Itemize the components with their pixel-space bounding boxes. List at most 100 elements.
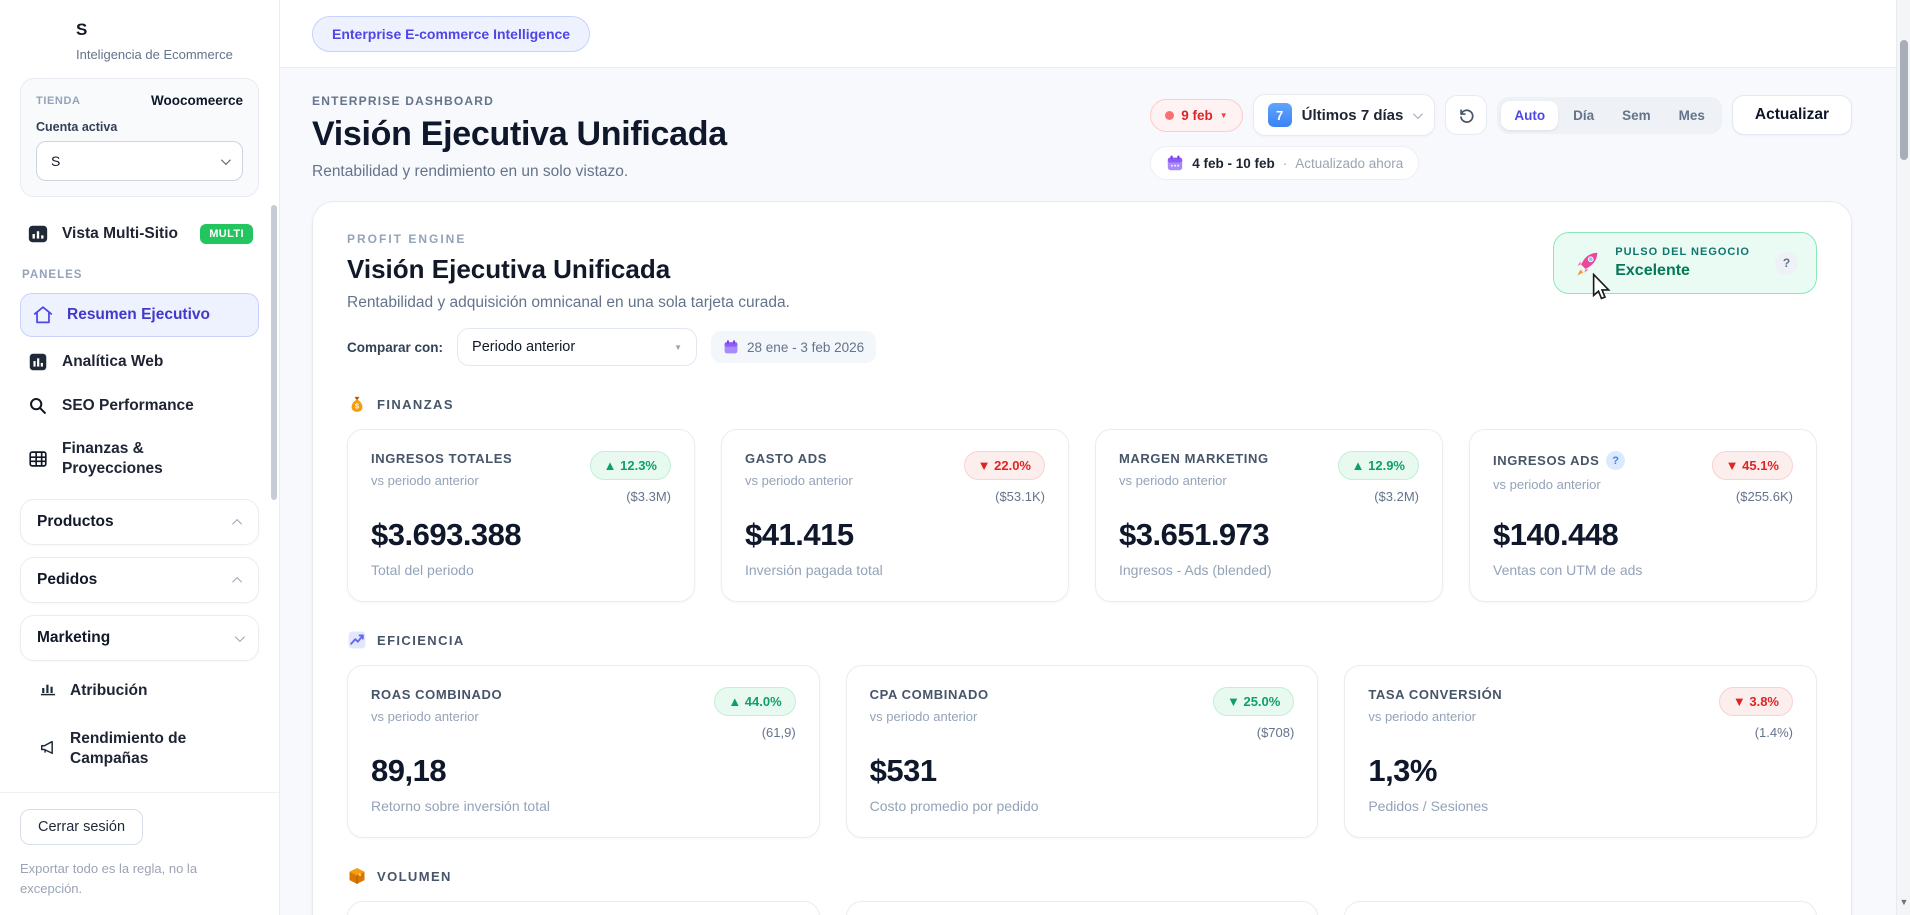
date-range-value: Últimos 7 días — [1301, 106, 1404, 124]
sidebar-item-label: Finanzas & Proyecciones — [62, 440, 163, 478]
kpi-caption: Ventas con UTM de ads — [1493, 562, 1643, 578]
chevron-up-icon — [232, 576, 243, 587]
scrollbar-down-arrow[interactable]: ▼ — [1899, 897, 1909, 907]
kpi-value: 1,3% — [1368, 753, 1437, 788]
period-pill: 4 feb - 10 feb · Actualizado ahora — [1150, 146, 1420, 180]
chevron-down-icon — [234, 631, 245, 642]
period-range: 4 feb - 10 feb — [1192, 155, 1275, 171]
help-icon[interactable]: ? — [1775, 251, 1798, 275]
table-icon — [26, 448, 50, 470]
section-finanzas: $ FINANZAS INGRESOS TOTALES vs periodo a… — [347, 394, 1817, 602]
sidebar-item-atribucion[interactable]: Atribución — [20, 669, 259, 712]
page-title-block: ENTERPRISE DASHBOARD Visión Ejecutiva Un… — [312, 94, 727, 181]
sidebar-item-label: Vista Multi-Sitio — [62, 224, 178, 242]
bar-chart-board-icon — [26, 351, 50, 373]
enterprise-badge[interactable]: Enterprise E-commerce Intelligence — [312, 15, 591, 52]
reset-button[interactable] — [1445, 95, 1488, 135]
account-select-value: S — [51, 153, 61, 169]
granularity-sem[interactable]: Sem — [1622, 107, 1651, 123]
kpi-card-ingresos-ads: INGRESOS ADS ? vs periodo anterior ▼ 45.… — [1469, 429, 1817, 602]
sidebar-item-label: SEO Performance — [62, 396, 194, 414]
help-icon[interactable]: ? — [1606, 451, 1626, 470]
kpi-title: INGRESOS TOTALES — [371, 451, 513, 466]
sidebar-item-resumen-ejecutivo[interactable]: Resumen Ejecutivo — [20, 293, 259, 337]
compare-select[interactable]: Periodo anterior ▼ — [457, 328, 698, 366]
kpi-previous-value: ($53.1K) — [995, 489, 1045, 504]
kpi-caption: Total del periodo — [371, 562, 474, 578]
section-title: FINANZAS — [377, 396, 454, 412]
chevron-down-icon — [1413, 108, 1424, 119]
caret-down-icon: ▼ — [1219, 110, 1228, 120]
header-controls: 9 feb ▼ 7 Últimos 7 días Auto Día — [1150, 94, 1852, 180]
period-row: 4 feb - 10 feb · Actualizado ahora — [1150, 146, 1420, 180]
top-strip: Enterprise E-commerce Intelligence — [280, 0, 1910, 68]
sidebar-item-finanzas-proyecciones[interactable]: Finanzas & Proyecciones — [20, 431, 259, 487]
kpi-value: $140.448 — [1493, 517, 1619, 552]
keycap-7-icon: 7 — [1267, 103, 1292, 127]
sidebar-item-multisite[interactable]: Vista Multi-Sitio MULTI — [20, 219, 259, 249]
sidebar-group-productos[interactable]: Productos — [20, 499, 259, 546]
granularity-mes[interactable]: Mes — [1678, 107, 1705, 123]
delta-badge: ▲ 44.0% — [714, 687, 796, 716]
kpi-card-gasto-ads: GASTO ADS vs periodo anterior ▼ 22.0% ($… — [721, 429, 1069, 602]
brand-tagline: Inteligencia de Ecommerce — [76, 47, 233, 62]
date-range-select[interactable]: 7 Últimos 7 días — [1252, 94, 1436, 136]
multi-badge: MULTI — [200, 224, 253, 244]
kpi-previous-value: ($3.3M) — [626, 489, 671, 504]
brand-name: S — [76, 20, 88, 39]
delta-badge: ▲ 12.9% — [1337, 451, 1419, 480]
store-label: TIENDA — [36, 94, 81, 107]
profit-eyebrow: PROFIT ENGINE — [347, 232, 467, 246]
kpi-previous-value: (1.4%) — [1754, 725, 1793, 740]
main-content: Enterprise E-commerce Intelligence ENTER… — [280, 0, 1910, 915]
store-box: TIENDA Woocomeerce Cuenta activa S — [20, 78, 259, 197]
kpi-title: TASA CONVERSIÓN — [1368, 687, 1503, 702]
kpi-previous-value: (61,9) — [761, 725, 796, 740]
alert-date-chip[interactable]: 9 feb ▼ — [1150, 98, 1243, 132]
page-subtitle: Rentabilidad y rendimiento en un solo vi… — [312, 163, 629, 180]
page-eyebrow: ENTERPRISE DASHBOARD — [312, 94, 495, 108]
business-pulse-badge: PULSO DEL NEGOCIO Excelente ? — [1553, 232, 1817, 294]
kpi-previous-value: ($255.6K) — [1735, 489, 1793, 504]
compare-select-value: Periodo anterior — [472, 339, 576, 355]
delta-badge: ▼ 45.1% — [1711, 451, 1793, 480]
chart-up-icon — [348, 631, 366, 649]
kpi-title-text: INGRESOS ADS — [1493, 453, 1600, 468]
kpi-title: MARGEN MARKETING — [1119, 451, 1269, 466]
logout-button[interactable]: Cerrar sesión — [20, 808, 144, 845]
scrollbar-thumb[interactable] — [1900, 40, 1908, 160]
kpi-caption: Retorno sobre inversión total — [371, 798, 550, 814]
update-button[interactable]: Actualizar — [1731, 95, 1852, 135]
divider — [0, 791, 279, 793]
group-label: Productos — [37, 513, 114, 531]
kpi-compare: vs periodo anterior — [1119, 473, 1227, 488]
profit-subtitle: Rentabilidad y adquisición omnicanal en … — [347, 294, 790, 311]
kpi-compare: vs periodo anterior — [869, 709, 978, 724]
account-select[interactable]: S — [36, 141, 243, 181]
sidebar-group-marketing[interactable]: Marketing — [20, 615, 259, 662]
page-scrollbar[interactable]: ▼ — [1896, 0, 1910, 915]
alert-dot-icon — [1165, 110, 1175, 120]
delta-badge: ▼ 25.0% — [1212, 687, 1295, 716]
svg-text:$: $ — [355, 401, 360, 410]
delta-badge: ▲ 12.3% — [589, 451, 671, 480]
granularity-auto[interactable]: Auto — [1501, 100, 1559, 130]
granularity-dia[interactable]: Día — [1573, 107, 1595, 123]
rocket-icon — [1577, 252, 1598, 276]
sidebar-item-seo-performance[interactable]: SEO Performance — [20, 387, 259, 425]
kpi-caption: Costo promedio por pedido — [869, 798, 1039, 814]
kpi-card-volumen-2 — [845, 901, 1319, 915]
kpi-value: $3.651.973 — [1119, 517, 1270, 552]
sidebar-group-pedidos[interactable]: Pedidos — [20, 557, 259, 604]
sidebar-item-rendimiento-campanas[interactable]: Rendimiento de Campañas — [20, 720, 259, 778]
sidebar-item-analitica-web[interactable]: Analítica Web — [20, 343, 259, 381]
group-label: Pedidos — [37, 571, 98, 589]
kpi-compare: vs periodo anterior — [1368, 709, 1476, 724]
sidebar-scrollbar[interactable] — [271, 205, 277, 500]
kpi-title: GASTO ADS — [745, 451, 827, 466]
megaphone-icon — [38, 737, 58, 762]
panels-section-label: PANELES — [22, 269, 83, 281]
kpi-value: $531 — [869, 753, 937, 788]
refresh-icon — [1459, 108, 1474, 123]
